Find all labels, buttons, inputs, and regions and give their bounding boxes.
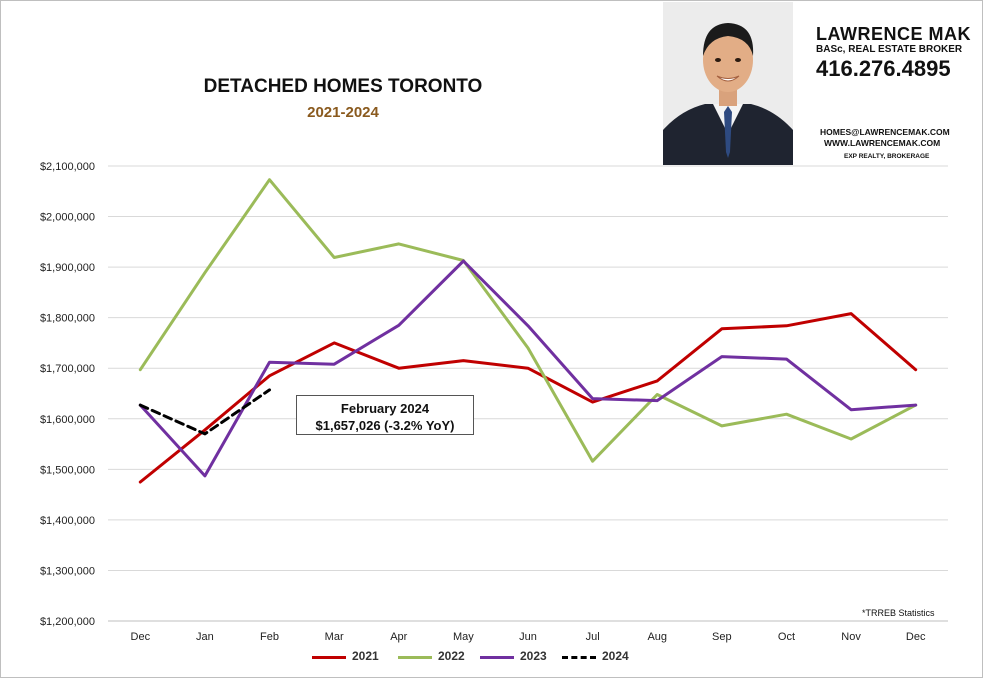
- x-tick-label: Jan: [196, 631, 214, 643]
- x-tick-label: Aug: [647, 631, 667, 643]
- x-tick-label: May: [453, 631, 474, 643]
- legend-item-2024: 2024: [562, 648, 642, 666]
- legend-swatch-2023: [480, 656, 514, 659]
- agent-website: WWW.LAWRENCEMAK.COM: [824, 138, 941, 148]
- y-tick-label: $1,400,000: [40, 515, 95, 527]
- agent-brokerage: EXP REALTY, BROKERAGE: [844, 153, 930, 160]
- agent-email: HOMES@LAWRENCEMAK.COM: [820, 127, 950, 137]
- x-tick-label: Jul: [586, 631, 600, 643]
- y-tick-label: $2,000,000: [40, 212, 95, 224]
- legend-item-2021: 2021: [312, 648, 392, 666]
- y-axis-tick-labels: $1,200,000 $1,300,000 $1,400,000 $1,500,000…: [40, 161, 95, 628]
- y-tick-label: $1,200,000: [40, 616, 95, 628]
- x-tick-label: Apr: [390, 631, 407, 643]
- agent-photo: [663, 2, 793, 165]
- x-tick-label: Oct: [778, 631, 795, 643]
- chart-legend: 2021 2022 2023 2024: [300, 648, 660, 666]
- series-line-2021: [138, 312, 918, 484]
- x-tick-label: Mar: [325, 631, 344, 643]
- x-tick-label: Nov: [841, 631, 861, 643]
- x-tick-label: Sep: [712, 631, 732, 643]
- chart-subtitle: 2021-2024: [307, 104, 379, 121]
- legend-swatch-2022: [398, 656, 432, 659]
- y-tick-label: $1,800,000: [40, 313, 95, 325]
- y-tick-label: $1,500,000: [40, 464, 95, 476]
- x-tick-label: Feb: [260, 631, 279, 643]
- legend-item-2023: 2023: [480, 648, 560, 666]
- series-lines: [138, 178, 918, 484]
- y-tick-label: $1,700,000: [40, 363, 95, 375]
- agent-contact-block: LAWRENCE MAK BASc, REAL ESTATE BROKER 41…: [800, 2, 980, 166]
- y-tick-label: $2,100,000: [40, 161, 95, 173]
- legend-label-2021: 2021: [352, 649, 379, 663]
- source-note: *TRREB Statistics: [862, 608, 935, 618]
- y-tick-label: $1,300,000: [40, 565, 95, 577]
- callout-annotation: February 2024 $1,657,026 (-3.2% YoY): [296, 395, 474, 435]
- callout-line-2: $1,657,026 (-3.2% YoY): [315, 418, 455, 433]
- y-tick-label: $1,900,000: [40, 262, 95, 274]
- legend-label-2024: 2024: [602, 649, 629, 663]
- x-axis-tick-labels: Dec Jan Feb Mar Apr May Jun Jul Aug Sep Oct Nov Dec: [131, 631, 926, 643]
- legend-label-2022: 2022: [438, 649, 465, 663]
- gridlines: [108, 165, 948, 622]
- callout-line-1: February 2024: [340, 401, 430, 416]
- agent-phone: 416.276.4895: [816, 56, 951, 81]
- x-tick-label: Dec: [906, 631, 926, 643]
- chart-title: DETACHED HOMES TORONTO: [203, 76, 483, 97]
- agent-role: BASc, REAL ESTATE BROKER: [816, 44, 963, 55]
- legend-label-2023: 2023: [520, 649, 547, 663]
- x-tick-label: Dec: [131, 631, 151, 643]
- series-line-2024: [138, 388, 271, 436]
- x-tick-label: Jun: [519, 631, 537, 643]
- legend-item-2022: 2022: [398, 648, 478, 666]
- legend-swatch-2024: [562, 656, 596, 659]
- series-line-2023: [138, 259, 918, 478]
- agent-name: LAWRENCE MAK: [816, 24, 971, 44]
- legend-swatch-2021: [312, 656, 346, 659]
- agent-portrait-icon: [663, 2, 793, 165]
- y-tick-label: $1,600,000: [40, 414, 95, 426]
- series-line-2022: [138, 178, 918, 463]
